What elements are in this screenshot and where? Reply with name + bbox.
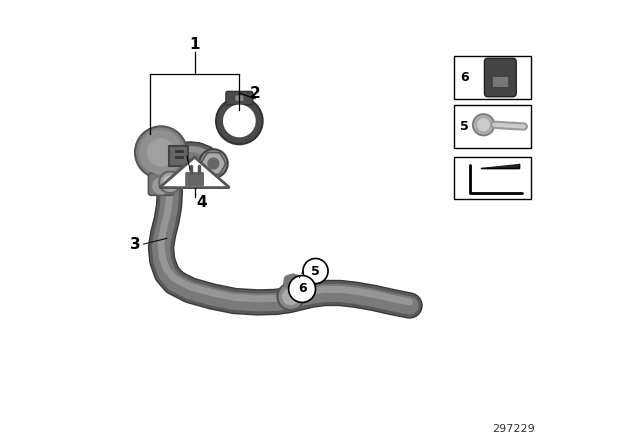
Circle shape — [473, 114, 494, 135]
Circle shape — [147, 139, 174, 166]
Circle shape — [140, 131, 182, 174]
Circle shape — [278, 283, 305, 310]
Circle shape — [159, 172, 180, 193]
FancyBboxPatch shape — [226, 91, 253, 105]
Text: 4: 4 — [196, 195, 207, 210]
Circle shape — [216, 98, 262, 144]
Circle shape — [208, 158, 219, 169]
Text: 5: 5 — [311, 264, 320, 278]
Circle shape — [135, 126, 187, 178]
Circle shape — [289, 276, 316, 302]
Text: 2: 2 — [250, 86, 260, 101]
Circle shape — [204, 154, 223, 173]
FancyBboxPatch shape — [493, 77, 508, 87]
Text: 6: 6 — [460, 71, 468, 84]
Circle shape — [199, 149, 228, 178]
Text: 297229: 297229 — [492, 424, 535, 434]
FancyBboxPatch shape — [185, 172, 204, 186]
Polygon shape — [159, 157, 230, 188]
Text: 5: 5 — [460, 120, 468, 133]
Circle shape — [164, 176, 176, 189]
Circle shape — [283, 289, 299, 305]
Text: 3: 3 — [130, 237, 141, 252]
FancyBboxPatch shape — [148, 173, 173, 195]
Circle shape — [477, 119, 490, 131]
Text: 1: 1 — [189, 37, 200, 52]
Polygon shape — [481, 164, 520, 168]
Circle shape — [303, 258, 328, 284]
Bar — [454, 105, 531, 148]
Bar — [454, 56, 531, 99]
Circle shape — [224, 105, 255, 137]
Text: 6: 6 — [298, 282, 307, 296]
Circle shape — [153, 178, 169, 194]
FancyBboxPatch shape — [484, 58, 516, 97]
FancyBboxPatch shape — [169, 146, 188, 166]
Bar — [454, 157, 531, 199]
FancyBboxPatch shape — [236, 95, 243, 101]
